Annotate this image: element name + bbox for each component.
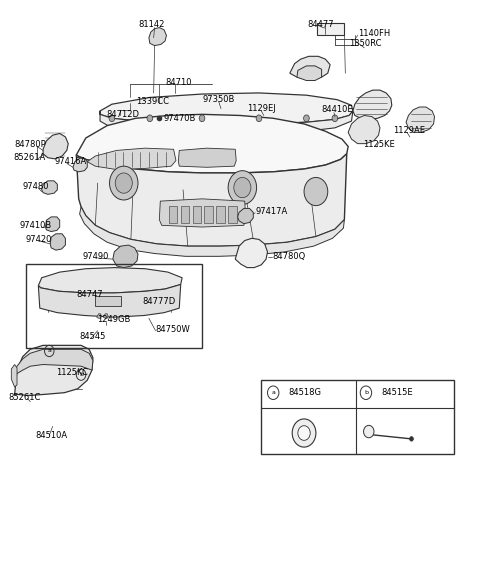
Bar [25, 264, 202, 348]
Circle shape [109, 115, 115, 122]
Text: a: a [271, 390, 275, 395]
Text: 1140FH: 1140FH [358, 29, 390, 38]
Text: 97410B: 97410B [19, 221, 52, 230]
Polygon shape [290, 56, 330, 79]
Text: 97470B: 97470B [163, 114, 195, 123]
Polygon shape [348, 116, 380, 143]
Polygon shape [96, 314, 101, 318]
Polygon shape [80, 207, 344, 256]
Polygon shape [50, 234, 65, 250]
Polygon shape [46, 217, 60, 232]
Circle shape [298, 426, 310, 440]
Text: a: a [48, 348, 51, 353]
Polygon shape [12, 365, 17, 387]
Bar [216, 205, 225, 222]
Text: 84477: 84477 [307, 20, 334, 28]
Text: 1339CC: 1339CC [136, 97, 168, 106]
Text: 84515E: 84515E [382, 388, 413, 397]
Bar [180, 205, 189, 222]
Polygon shape [73, 158, 87, 172]
Text: 85261A: 85261A [13, 153, 46, 162]
Text: 84780Q: 84780Q [272, 252, 305, 261]
Polygon shape [179, 148, 236, 167]
Polygon shape [238, 208, 253, 224]
Text: 84780P: 84780P [14, 141, 47, 149]
Circle shape [363, 426, 374, 438]
Polygon shape [42, 181, 57, 195]
Bar [317, 23, 344, 35]
Circle shape [304, 178, 328, 205]
Polygon shape [149, 27, 167, 46]
Text: 1125KC: 1125KC [56, 368, 88, 377]
Text: 97417A: 97417A [255, 207, 288, 216]
Polygon shape [76, 154, 347, 246]
Polygon shape [76, 114, 348, 173]
Polygon shape [235, 238, 267, 267]
Bar [169, 205, 178, 222]
Text: 84747: 84747 [76, 290, 103, 299]
Circle shape [292, 419, 316, 447]
Circle shape [115, 173, 132, 193]
Bar [96, 296, 121, 306]
Polygon shape [103, 314, 108, 318]
Polygon shape [406, 107, 434, 133]
Polygon shape [14, 345, 93, 395]
Bar [204, 205, 213, 222]
Text: 1125KE: 1125KE [363, 141, 395, 149]
Text: 84777D: 84777D [143, 297, 176, 306]
Text: 97416A: 97416A [54, 157, 86, 166]
Polygon shape [100, 111, 353, 134]
Polygon shape [113, 245, 138, 267]
Polygon shape [14, 349, 93, 373]
Text: 84710: 84710 [165, 79, 192, 87]
Circle shape [109, 166, 138, 200]
Text: 1249GB: 1249GB [96, 315, 130, 324]
Text: 1129EJ: 1129EJ [247, 104, 276, 113]
Polygon shape [43, 134, 68, 159]
Circle shape [303, 115, 309, 122]
Text: 84712D: 84712D [106, 110, 139, 119]
Text: 85261C: 85261C [9, 393, 41, 402]
Polygon shape [297, 66, 322, 81]
Text: 97490: 97490 [83, 252, 109, 261]
Bar [192, 205, 201, 222]
Text: 84510A: 84510A [35, 431, 67, 440]
Polygon shape [38, 267, 182, 293]
Text: 97350B: 97350B [202, 95, 234, 104]
Text: 1350RC: 1350RC [349, 39, 382, 48]
Polygon shape [38, 284, 180, 317]
Circle shape [147, 115, 153, 122]
Text: 97480: 97480 [23, 182, 49, 191]
Text: 97420: 97420 [25, 235, 52, 244]
Bar [261, 380, 454, 453]
Text: 84750W: 84750W [156, 325, 190, 334]
Text: 84518G: 84518G [289, 388, 322, 397]
Circle shape [234, 178, 251, 198]
Circle shape [332, 115, 338, 122]
Text: 84410E: 84410E [322, 105, 353, 114]
Text: 1129AE: 1129AE [393, 126, 425, 135]
Polygon shape [159, 199, 246, 227]
Text: 81142: 81142 [138, 20, 164, 29]
Polygon shape [87, 148, 176, 170]
Polygon shape [100, 93, 353, 124]
Text: b: b [79, 372, 83, 377]
Circle shape [228, 171, 257, 204]
Polygon shape [353, 90, 392, 119]
Circle shape [256, 115, 262, 122]
Circle shape [409, 436, 413, 441]
Bar [228, 205, 237, 222]
Circle shape [199, 115, 205, 122]
Text: 84545: 84545 [80, 332, 106, 341]
Text: b: b [364, 390, 368, 395]
